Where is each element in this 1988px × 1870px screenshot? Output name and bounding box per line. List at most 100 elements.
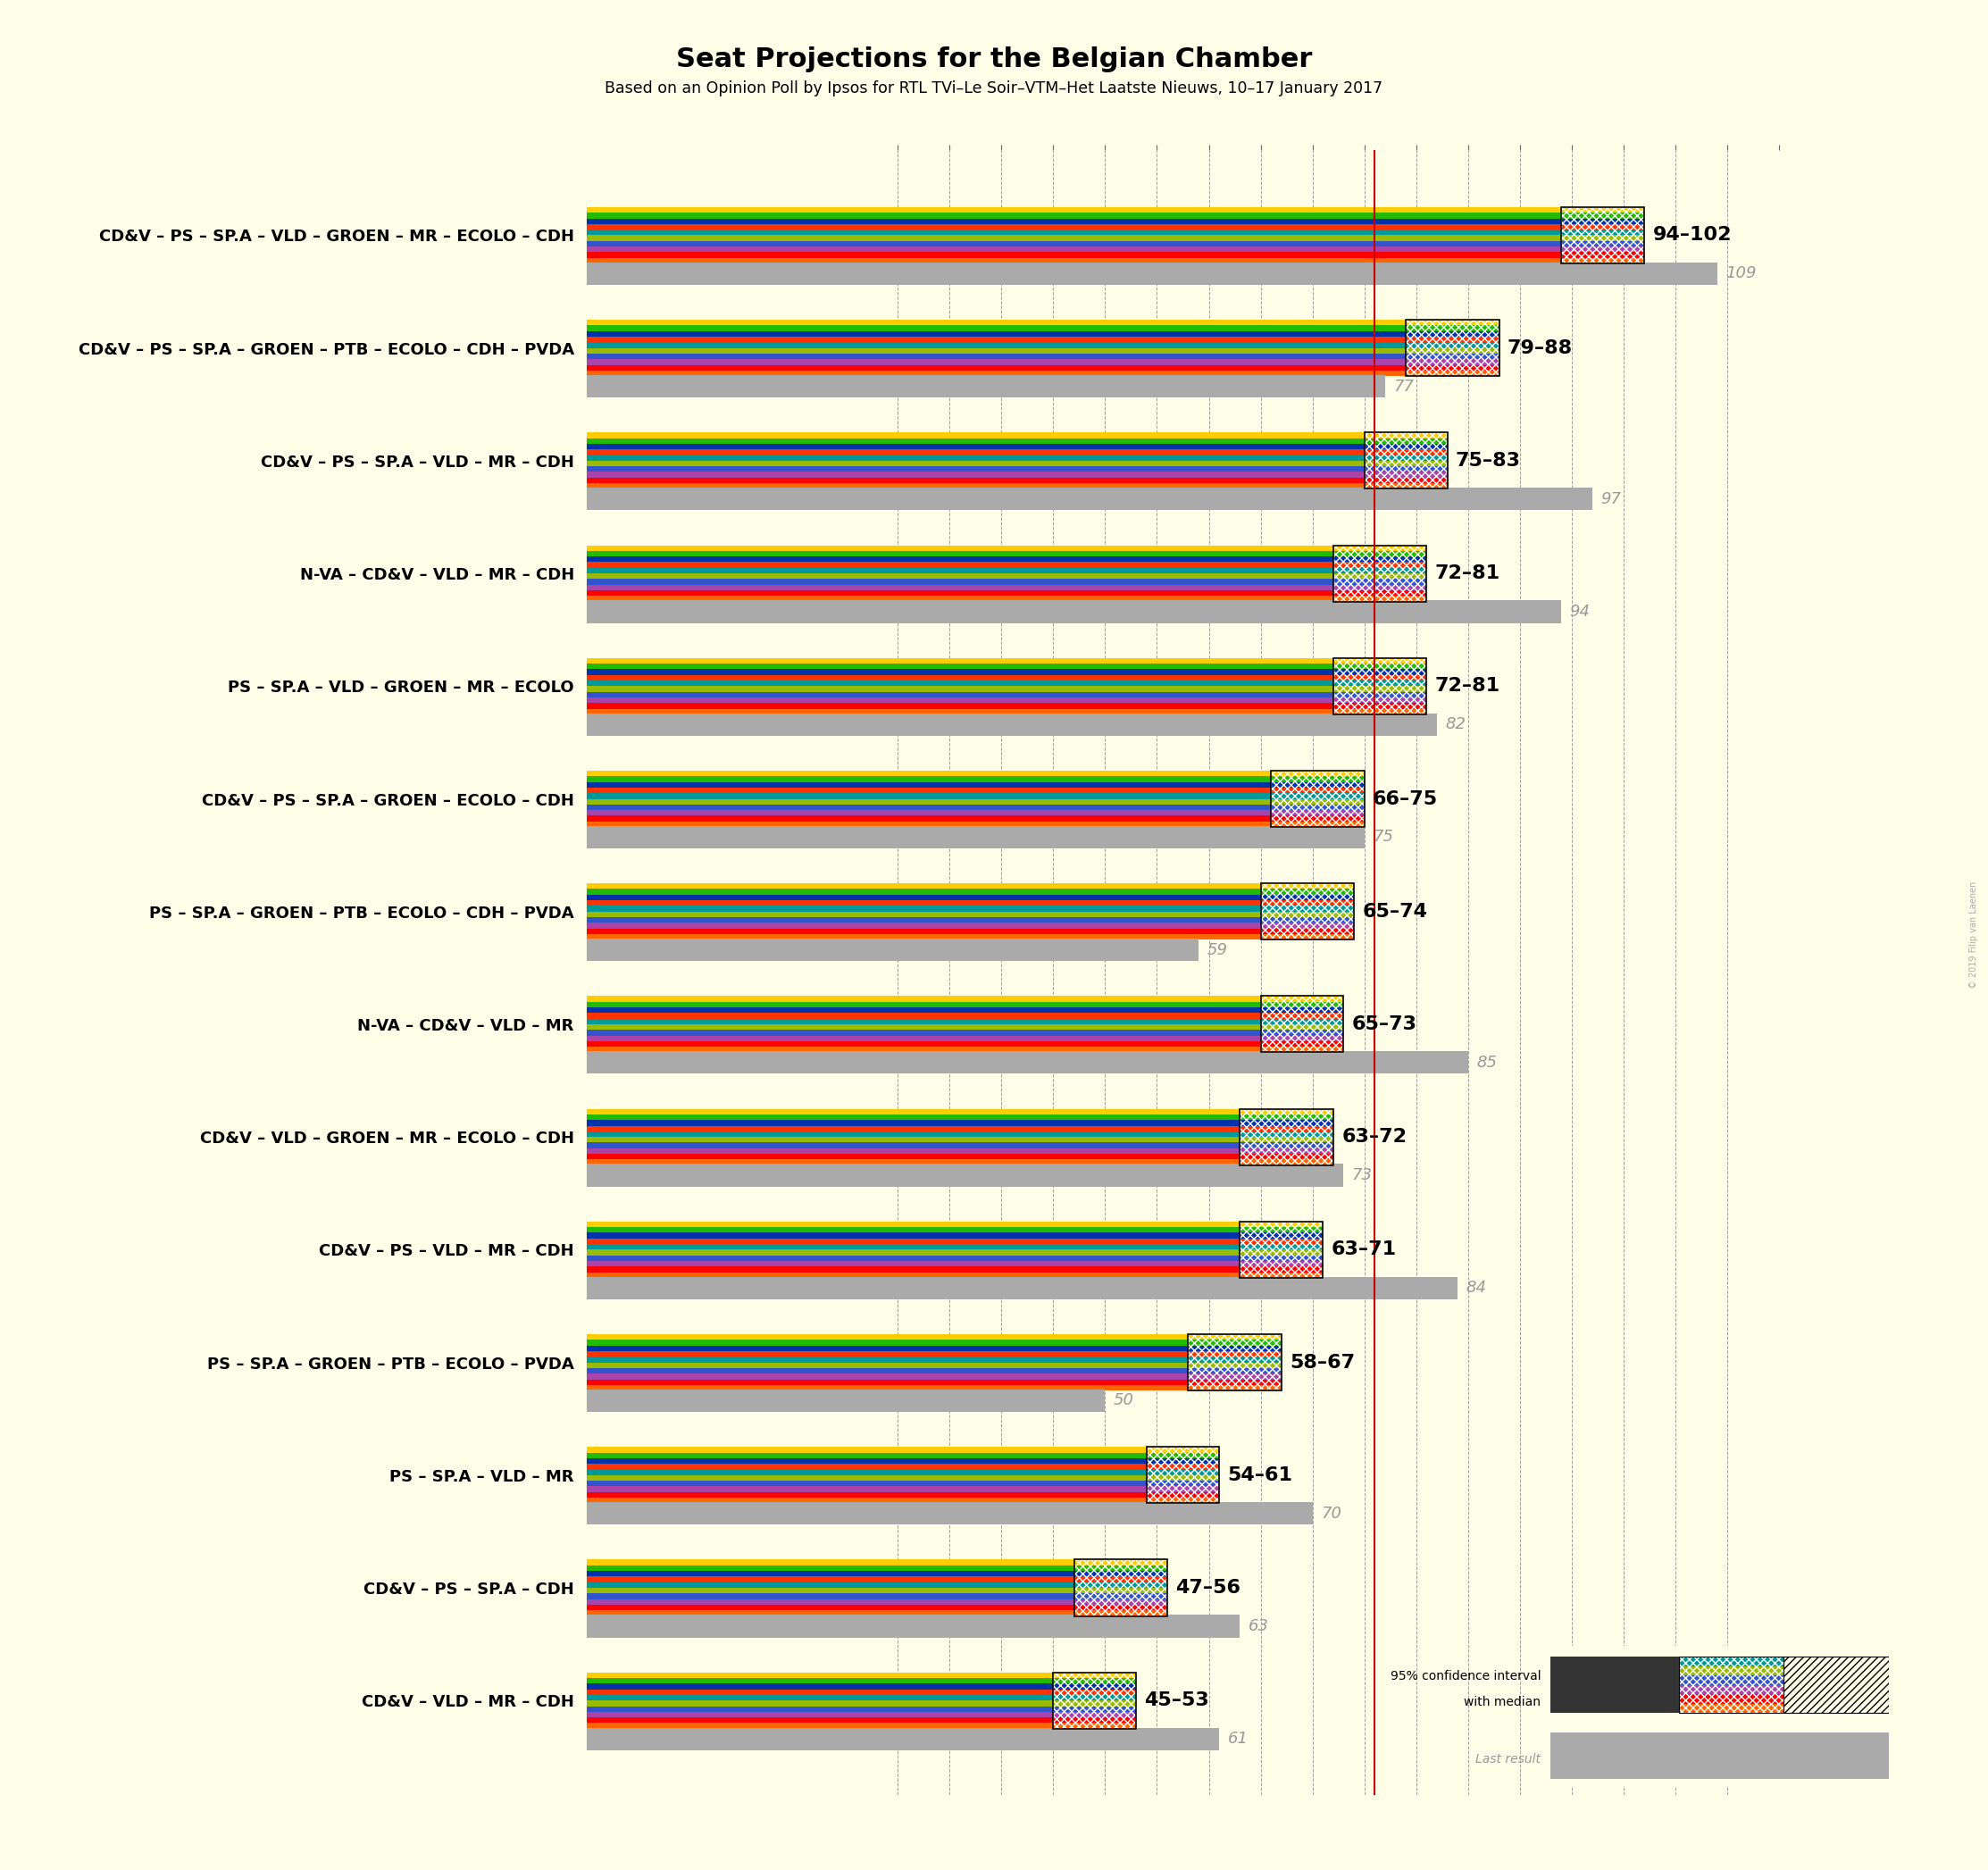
Bar	[586, 438, 1364, 443]
Bar	[586, 454, 1364, 460]
Bar	[586, 331, 1406, 337]
Bar	[1241, 1266, 1322, 1272]
Bar	[586, 219, 1561, 224]
Bar	[1260, 928, 1354, 935]
Bar	[1270, 810, 1364, 815]
Bar	[586, 675, 1334, 681]
Bar	[1406, 359, 1499, 365]
Bar	[1270, 776, 1364, 782]
Bar	[1260, 899, 1354, 905]
Bar	[586, 1560, 1074, 1565]
Bar	[586, 471, 1364, 477]
Bar	[1054, 1694, 1137, 1700]
Bar	[586, 1030, 1260, 1036]
Bar	[1561, 213, 1644, 219]
Bar	[1241, 1120, 1334, 1126]
Bar	[586, 557, 1334, 563]
Bar	[1561, 224, 1644, 230]
Bar	[586, 787, 1270, 793]
Bar	[1334, 557, 1427, 563]
Text: Last result: Last result	[1475, 1752, 1541, 1765]
Bar	[586, 230, 1561, 236]
Bar	[1241, 1238, 1322, 1244]
Bar	[1147, 1459, 1219, 1464]
Bar	[586, 213, 1561, 219]
Bar	[586, 1571, 1074, 1576]
Bar	[1054, 1672, 1137, 1728]
Bar	[586, 1255, 1241, 1260]
Bar	[586, 546, 1334, 552]
Bar	[1189, 1374, 1282, 1380]
Bar	[1364, 443, 1447, 449]
Bar	[1680, 1657, 1783, 1713]
Bar	[1147, 1470, 1219, 1475]
Text: 63–72: 63–72	[1342, 1128, 1408, 1146]
Bar	[1334, 546, 1427, 602]
Text: with median: with median	[1463, 1696, 1541, 1707]
Bar	[1364, 460, 1447, 466]
Bar	[1147, 1447, 1219, 1453]
Bar	[1364, 432, 1447, 488]
Bar	[1364, 454, 1447, 460]
Bar	[586, 597, 1334, 602]
Bar	[1334, 585, 1427, 591]
Bar	[1334, 669, 1427, 675]
Bar	[1241, 1137, 1334, 1143]
Bar	[1189, 1346, 1282, 1352]
Bar	[1147, 1475, 1219, 1481]
Bar	[1241, 1148, 1334, 1154]
Bar	[586, 1717, 1054, 1722]
Bar	[586, 443, 1364, 449]
Bar	[1334, 574, 1427, 580]
Bar	[1054, 1711, 1137, 1717]
Bar	[586, 1019, 1260, 1025]
Bar	[1680, 1694, 1783, 1704]
Bar	[586, 1470, 1147, 1475]
Bar	[586, 1677, 1054, 1683]
Bar	[1260, 1042, 1344, 1047]
Bar	[586, 574, 1334, 580]
Bar	[586, 568, 1334, 574]
Text: Seat Projections for the Belgian Chamber: Seat Projections for the Belgian Chamber	[676, 47, 1312, 73]
Bar	[1241, 1272, 1322, 1277]
Bar	[586, 1599, 1074, 1604]
Text: 45–53: 45–53	[1145, 1692, 1209, 1709]
Bar	[1783, 1657, 1889, 1713]
Bar	[1680, 1685, 1783, 1694]
Bar	[586, 1728, 1219, 1750]
Bar	[586, 1369, 1189, 1374]
Bar	[586, 911, 1260, 916]
Bar	[1334, 546, 1427, 602]
Bar	[1680, 1666, 1783, 1676]
Text: 59: 59	[1207, 942, 1227, 957]
Bar	[1260, 1047, 1344, 1053]
Bar	[1561, 208, 1644, 213]
Bar	[1189, 1358, 1282, 1363]
Bar	[1241, 1126, 1334, 1131]
Bar	[586, 827, 1364, 849]
Bar	[586, 1604, 1074, 1610]
Bar	[586, 922, 1260, 928]
Bar	[1147, 1447, 1219, 1503]
Bar	[1406, 342, 1499, 348]
Bar	[586, 1705, 1054, 1711]
Bar	[586, 1131, 1241, 1137]
Bar	[1334, 658, 1427, 714]
Bar	[586, 1453, 1147, 1459]
Bar	[1334, 568, 1427, 574]
Bar	[586, 1232, 1241, 1238]
Bar	[586, 821, 1270, 827]
Text: 85: 85	[1477, 1055, 1497, 1072]
Bar	[1270, 804, 1364, 810]
Bar	[1189, 1339, 1282, 1346]
Bar	[1147, 1453, 1219, 1459]
Bar	[586, 342, 1406, 348]
Bar	[1680, 1657, 1783, 1713]
Text: 79–88: 79–88	[1507, 338, 1573, 357]
Text: 94–102: 94–102	[1652, 226, 1732, 245]
Bar	[1270, 787, 1364, 793]
Bar	[1260, 997, 1344, 1053]
Bar	[1406, 320, 1499, 376]
Bar	[1260, 997, 1344, 1002]
Bar	[1189, 1333, 1282, 1391]
